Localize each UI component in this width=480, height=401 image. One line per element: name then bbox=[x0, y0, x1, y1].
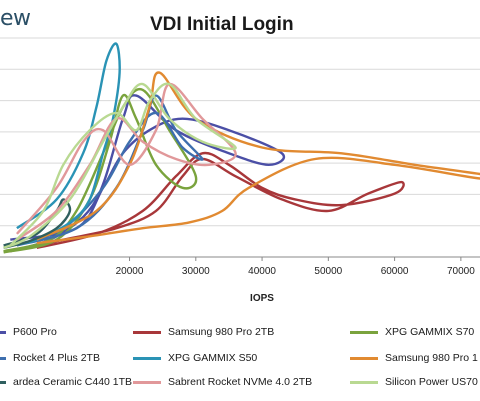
logo-text: ew bbox=[0, 6, 31, 31]
series-line-9 bbox=[3, 82, 237, 249]
legend-item: Silicon Power US70 bbox=[350, 374, 478, 390]
series-line-5 bbox=[10, 42, 121, 247]
legend-item: Sabrent Rocket NVMe 4.0 2TB bbox=[133, 374, 312, 390]
legend-swatch bbox=[0, 356, 6, 360]
legend-swatch bbox=[133, 356, 161, 360]
legend-swatch bbox=[350, 356, 378, 360]
x-axis-label: IOPS bbox=[250, 293, 274, 304]
legend-label: ardea Ceramic C440 1TB bbox=[13, 376, 133, 388]
legend-label: XPG GAMMIX S50 bbox=[168, 352, 258, 364]
legend-item: Samsung 980 Pro 2TB bbox=[133, 324, 274, 340]
series-line-6 bbox=[36, 71, 480, 245]
x-tick-label: 20000 bbox=[116, 266, 144, 277]
series-line-2 bbox=[10, 151, 405, 253]
legend-swatch bbox=[133, 330, 161, 334]
x-tick-label: 60000 bbox=[381, 266, 409, 277]
series-line-4 bbox=[16, 94, 204, 247]
x-tick-label: 30000 bbox=[182, 266, 210, 277]
legend-item: Rocket 4 Plus 2TB bbox=[0, 350, 100, 366]
legend-swatch bbox=[350, 330, 378, 334]
legend-label: Rocket 4 Plus 2TB bbox=[13, 352, 100, 364]
legend-label: XPG GAMMIX S70 bbox=[385, 326, 475, 338]
x-tick-label: 70000 bbox=[447, 266, 475, 277]
legend-label: Samsung 980 Pro 2TB bbox=[168, 326, 275, 338]
series-lines bbox=[3, 42, 480, 254]
legend-swatch bbox=[0, 380, 6, 384]
x-axis-ticks: 20000 30000 40000 50000 60000 70000 bbox=[116, 257, 475, 277]
legend-label: Sabrent Rocket NVMe 4.0 2TB bbox=[168, 376, 313, 388]
legend-item: Samsung 980 Pro 1 bbox=[350, 350, 478, 366]
legend-swatch bbox=[0, 330, 6, 334]
legend-item: ardea Ceramic C440 1TB bbox=[0, 374, 132, 390]
chart-plot-area: 20000 30000 40000 50000 60000 70000 IOPS bbox=[0, 37, 480, 304]
legend-swatch bbox=[350, 380, 378, 384]
x-tick-label: 50000 bbox=[314, 266, 342, 277]
legend-label: Silicon Power US70 bbox=[385, 376, 478, 388]
legend-label: P600 Pro bbox=[13, 326, 57, 338]
legend-swatch bbox=[133, 380, 161, 384]
legend-item: P600 Pro bbox=[0, 324, 57, 340]
series-line-3 bbox=[3, 87, 198, 254]
legend-label: Samsung 980 Pro 1 bbox=[385, 352, 478, 364]
legend: P600 Pro Samsung 980 Pro 2TB XPG GAMMIX S7… bbox=[0, 318, 480, 401]
legend-item: XPG GAMMIX S50 bbox=[133, 350, 257, 366]
x-tick-label: 40000 bbox=[248, 266, 276, 277]
legend-item: XPG GAMMIX S70 bbox=[350, 324, 474, 340]
chart-title: VDI Initial Login bbox=[150, 14, 294, 35]
